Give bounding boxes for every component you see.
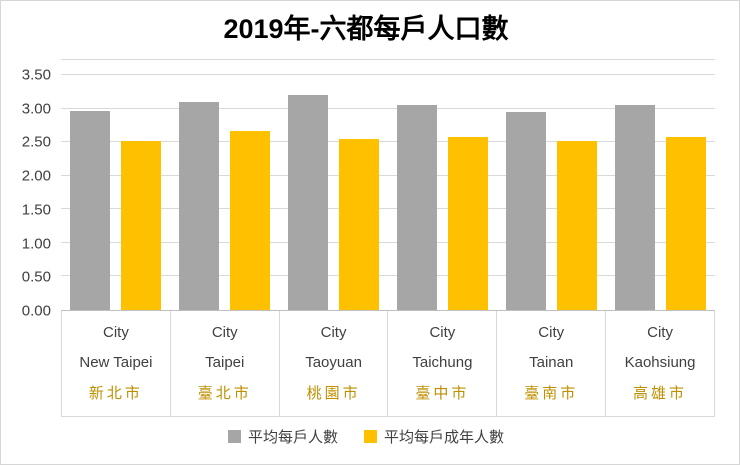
bar-group-kaohsiung (606, 75, 715, 310)
bar-avg-persons-per-household (179, 101, 219, 310)
category-english-label: New Taipei (79, 354, 153, 372)
plot-area (61, 74, 715, 311)
legend-label: 平均每戶成年人數 (384, 429, 505, 446)
category-city-label: City (102, 324, 129, 342)
legend-swatch-icon (364, 430, 377, 443)
category-chinese-label: 桃園市 (306, 384, 361, 402)
bar-group-taoyuan (279, 75, 388, 310)
bar-avg-persons-per-household (288, 95, 328, 310)
category-city-label: City (538, 324, 565, 342)
bar-group-new-taipei (61, 75, 170, 310)
y-axis-label: 1.50 (21, 201, 51, 219)
bar-group-taichung (388, 75, 497, 310)
gridline (61, 174, 715, 176)
bar-avg-persons-per-household (506, 111, 546, 310)
legend-swatch-icon (227, 430, 241, 443)
bar-avg-persons-per-household (615, 105, 655, 310)
y-axis-label: 2.00 (21, 167, 51, 185)
category-cell-tainan: City Tainan 臺南市 (497, 311, 607, 416)
category-english-label: Taichung (412, 354, 473, 372)
y-axis: 0.00 0.50 1.00 1.50 2.00 2.50 3.00 3.50 (17, 67, 61, 320)
gridline (61, 275, 715, 277)
axis-corner-spacer (17, 311, 61, 417)
x-axis: City New Taipei 新北市 City Taipei 臺北市 City Taoyua… (61, 311, 715, 417)
category-english-label: Tainan (529, 354, 574, 372)
category-city-label: City (211, 324, 238, 342)
y-axis-label: 1.00 (21, 235, 51, 253)
legend: 平均每戶人數 平均每戶成年人數 (17, 426, 715, 447)
bar-avg-adults-per-household (121, 141, 161, 310)
category-english-label: Taipei (205, 354, 245, 372)
bar-avg-adults-per-household (448, 136, 488, 310)
bar-avg-adults-per-household (557, 141, 597, 310)
category-city-label: City (429, 324, 456, 342)
gridline (61, 74, 715, 75)
bar-avg-persons-per-household (70, 111, 110, 310)
category-cell-taichung: City Taichung 臺中市 (388, 311, 498, 416)
bar-group-taipei (170, 75, 279, 310)
gridline (61, 241, 715, 243)
bar-avg-adults-per-household (666, 136, 706, 310)
y-axis-label: 3.50 (21, 66, 51, 84)
y-axis-label: 2.50 (21, 133, 51, 151)
category-cell-new-taipei: City New Taipei 新北市 (61, 311, 171, 416)
y-axis-label: 3.00 (21, 100, 51, 118)
category-cell-taipei: City Taipei 臺北市 (171, 311, 280, 416)
category-chinese-label: 臺中市 (415, 384, 470, 402)
chart-main: 0.00 0.50 1.00 1.50 2.00 2.50 3.00 3.50 City New… (17, 67, 715, 417)
legend-item-avg-persons-per-household: 平均每戶人數 (227, 426, 338, 447)
category-chinese-label: 臺南市 (524, 384, 579, 402)
chart-title: 2019年-六都每戶人口數 (223, 14, 509, 44)
y-axis-label: 0.50 (21, 268, 51, 286)
category-city-label: City (320, 324, 347, 342)
gridline (61, 208, 715, 210)
legend-label: 平均每戶人數 (247, 429, 338, 446)
gridline (61, 141, 715, 143)
legend-item-avg-adults-per-household: 平均每戶成年人數 (364, 426, 504, 447)
bar-avg-persons-per-household (397, 104, 437, 310)
bar-group-tainan (497, 75, 606, 310)
category-cell-kaohsiung: City Kaohsiung 高雄市 (606, 311, 715, 416)
bar-avg-adults-per-household (230, 131, 270, 310)
category-chinese-label: 高雄市 (633, 384, 688, 402)
category-english-label: Taoyuan (305, 354, 362, 372)
category-english-label: Kaohsiung (624, 354, 696, 372)
category-chinese-label: 臺北市 (197, 384, 252, 402)
category-cell-taoyuan: City Taoyuan 桃園市 (280, 311, 389, 416)
y-axis-label: 0.00 (21, 302, 51, 320)
title-divider (61, 59, 715, 60)
gridline (61, 107, 715, 109)
category-city-label: City (647, 324, 673, 342)
category-chinese-label: 新北市 (88, 384, 143, 402)
bar-avg-adults-per-household (339, 138, 379, 310)
bars-layer (61, 75, 715, 310)
